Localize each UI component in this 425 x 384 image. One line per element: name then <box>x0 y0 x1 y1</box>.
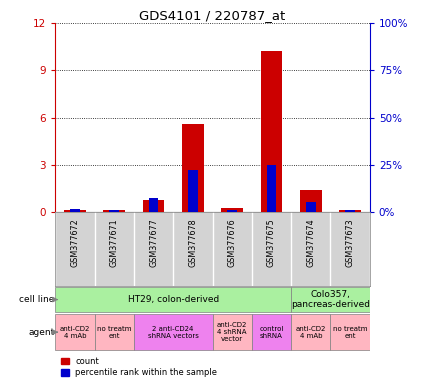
Bar <box>103 210 125 212</box>
Bar <box>266 165 276 212</box>
Bar <box>291 287 370 313</box>
Bar <box>188 170 198 212</box>
Bar <box>212 314 252 350</box>
Bar <box>149 198 159 212</box>
Text: 2 anti-CD24
shRNA vectors: 2 anti-CD24 shRNA vectors <box>148 326 198 339</box>
Bar <box>227 210 237 212</box>
Bar <box>64 210 86 212</box>
Bar <box>182 124 204 212</box>
Text: anti-CD2
4 shRNA
vector: anti-CD2 4 shRNA vector <box>217 322 247 342</box>
Text: anti-CD2
4 mAb: anti-CD2 4 mAb <box>296 326 326 339</box>
Bar <box>345 210 355 212</box>
Text: GSM377676: GSM377676 <box>228 218 237 267</box>
Text: GSM377677: GSM377677 <box>149 218 158 267</box>
Bar <box>331 314 370 350</box>
Text: GSM377678: GSM377678 <box>188 218 197 267</box>
Text: control
shRNA: control shRNA <box>259 326 283 339</box>
Text: GSM377675: GSM377675 <box>267 218 276 267</box>
Bar <box>109 210 119 212</box>
Text: no treatm
ent: no treatm ent <box>333 326 367 339</box>
Text: agent: agent <box>28 328 54 337</box>
Text: no treatm
ent: no treatm ent <box>97 326 131 339</box>
Text: GSM377674: GSM377674 <box>306 218 315 267</box>
Bar <box>70 209 80 212</box>
Text: GSM377671: GSM377671 <box>110 218 119 267</box>
Text: GSM377673: GSM377673 <box>346 218 354 267</box>
Bar <box>261 51 282 212</box>
Bar <box>55 314 94 350</box>
Bar <box>221 208 243 212</box>
Bar <box>143 200 164 212</box>
Bar <box>300 190 322 212</box>
Text: HT29, colon-derived: HT29, colon-derived <box>128 295 219 304</box>
Bar <box>306 202 316 212</box>
Bar <box>134 314 212 350</box>
Bar <box>55 287 291 313</box>
Text: Colo357,
pancreas-derived: Colo357, pancreas-derived <box>291 290 370 309</box>
Bar <box>291 314 331 350</box>
Text: GSM377672: GSM377672 <box>71 218 79 267</box>
Title: GDS4101 / 220787_at: GDS4101 / 220787_at <box>139 9 286 22</box>
Bar <box>339 210 361 212</box>
Bar <box>252 314 291 350</box>
Text: cell line: cell line <box>19 295 54 304</box>
Legend: count, percentile rank within the sample: count, percentile rank within the sample <box>60 355 219 379</box>
Bar <box>94 314 134 350</box>
Text: anti-CD2
4 mAb: anti-CD2 4 mAb <box>60 326 90 339</box>
